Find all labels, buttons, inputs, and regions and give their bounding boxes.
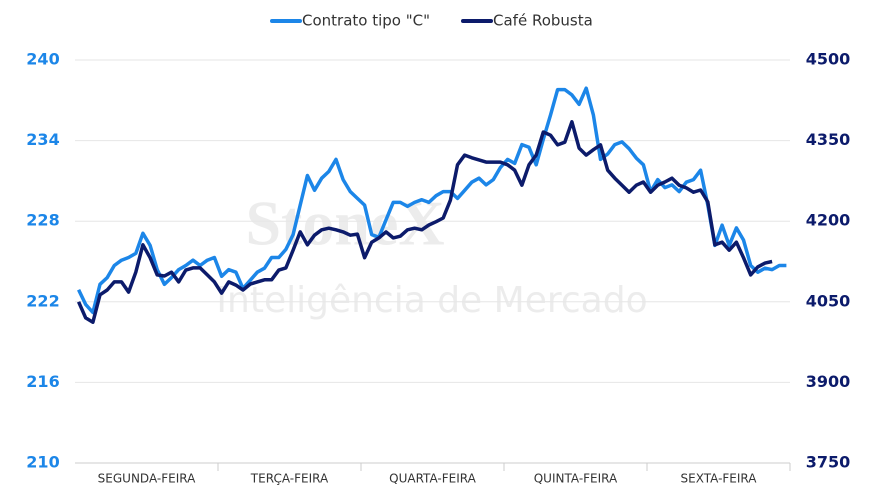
y2-tick-label: 3750: [806, 453, 851, 472]
y2-tick-label: 4200: [806, 211, 851, 230]
x-tick-label: SEGUNDA-FEIRA: [98, 472, 196, 486]
y-tick-label: 234: [26, 130, 59, 149]
legend-label: Café Robusta: [493, 12, 593, 30]
y2-tick-label: 4050: [806, 291, 851, 310]
y-tick-label: 222: [26, 291, 59, 310]
watermark: StoneX: [245, 188, 444, 259]
y2-tick-label: 4350: [806, 130, 851, 149]
y2-tick-label: 4500: [806, 50, 851, 69]
y-tick-label: 240: [26, 50, 59, 69]
x-tick-label: QUINTA-FEIRA: [534, 472, 618, 486]
legend-label: Contrato tipo "C": [302, 12, 430, 30]
x-tick-label: TERÇA-FEIRA: [250, 472, 329, 486]
watermark: Inteligência de Mercado: [216, 280, 647, 321]
y-tick-label: 216: [26, 372, 59, 391]
y-tick-label: 210: [26, 453, 59, 472]
series-line: [77, 86, 787, 315]
y-tick-label: 228: [26, 211, 59, 230]
series-line: [76, 120, 773, 324]
x-tick-label: SEXTA-FEIRA: [681, 472, 758, 486]
y2-tick-label: 3900: [806, 372, 851, 391]
x-tick-label: QUARTA-FEIRA: [389, 472, 476, 486]
